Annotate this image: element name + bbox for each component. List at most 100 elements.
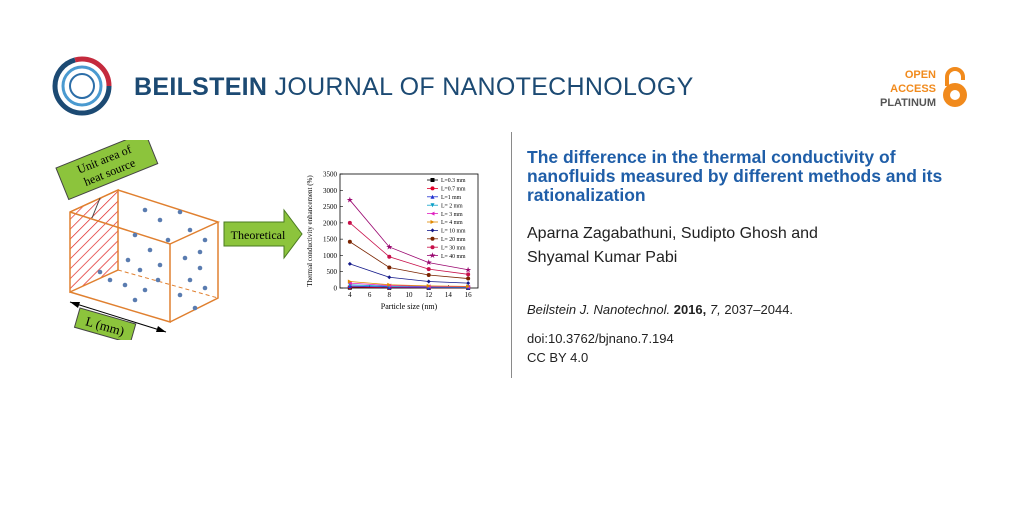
y-tick-label: 3000 — [323, 187, 338, 195]
length-arrowhead — [156, 326, 166, 332]
nanoparticle-dots — [97, 207, 208, 311]
legend-label: L=0.7 mm — [441, 187, 466, 193]
data-point — [426, 272, 431, 277]
data-point: ★ — [465, 265, 472, 274]
data-point — [466, 284, 471, 289]
y-tick-label: 1500 — [323, 236, 338, 244]
journal-name[interactable]: BEILSTEIN JOURNAL OF NANOTECHNOLOGY — [134, 73, 694, 102]
data-point — [430, 236, 435, 241]
data-point: ★ — [346, 196, 353, 205]
data-point — [430, 178, 435, 182]
data-point — [387, 275, 392, 280]
y-tick-label: 2500 — [323, 203, 338, 211]
legend-label: L= 40 mm — [441, 254, 466, 260]
legend-label: L= 2 mm — [441, 203, 463, 209]
series-line — [349, 284, 469, 288]
open-access-line-3: PLATINUM — [879, 97, 936, 109]
journal-name-rest: JOURNAL OF NANOTECHNOLOGY — [267, 73, 694, 101]
series-line — [349, 241, 469, 279]
data-point — [387, 265, 392, 270]
journal-name-bold: BEILSTEIN — [134, 73, 268, 101]
article-title[interactable]: The difference in the thermal conductivi… — [527, 147, 943, 205]
series-line — [349, 282, 469, 288]
data-point — [430, 203, 435, 208]
plot-frame — [339, 173, 479, 289]
data-point: ★ — [429, 251, 436, 260]
citation-pages: 2037–2044. — [724, 302, 794, 317]
box-right-edges — [169, 222, 219, 323]
data-point — [426, 279, 431, 284]
legend-label: L= 30 mm — [441, 245, 466, 251]
legend-label: L= 20 mm — [441, 237, 466, 243]
legend-label: L= 3 mm — [441, 212, 463, 218]
citation-volume: 7, — [709, 302, 721, 317]
data-point — [347, 220, 352, 225]
data-point — [387, 282, 392, 287]
x-axis-label: Particle size (nm) — [381, 302, 438, 311]
heat-source-face — [69, 188, 119, 294]
data-point — [430, 186, 435, 191]
article-citation: Beilstein J. Nanotechnol. 2016, 7, 2037–… — [527, 302, 793, 317]
y-axis-label: Thermal conductivity enhancement (%) — [306, 175, 314, 287]
citation-year: 2016, — [673, 302, 707, 317]
article-authors: Aparna Zagabathuni, Sudipto Ghosh and Sh… — [527, 225, 818, 266]
x-tick-label: 6 — [368, 291, 372, 299]
graphical-abstract: Unit area of heat source L (mm) Theoreti… — [55, 140, 479, 340]
journal-logo-icon — [52, 56, 112, 116]
data-point — [466, 281, 471, 286]
y-tick-label: 1000 — [323, 252, 338, 260]
series-line — [349, 263, 469, 284]
data-point — [347, 239, 352, 244]
thermal-conductivity-chart: Particle size (nm) Thermal conductivity … — [306, 171, 479, 311]
series-line — [349, 281, 469, 287]
vertical-divider — [511, 132, 512, 378]
theoretical-arrow: Theoretical — [223, 208, 303, 260]
data-point — [347, 281, 352, 286]
unit-area-tag: Unit area of heat source — [55, 140, 159, 201]
legend-label: L=0.3 mm — [441, 178, 466, 184]
open-access-badge: OPEN ACCESS PLATINUM — [842, 68, 936, 110]
data-point — [347, 261, 352, 266]
series-line — [349, 199, 469, 271]
data-point: ★ — [425, 258, 432, 267]
legend-label: L=1 mm — [441, 195, 462, 201]
x-tick-label: 10 — [406, 291, 414, 299]
length-arrow — [69, 301, 167, 333]
y-tick-label: 3500 — [323, 171, 338, 179]
unit-area-pointer — [91, 197, 101, 219]
open-access-line-1: OPEN — [904, 69, 936, 81]
series-line — [349, 222, 469, 275]
y-tick-label: 0 — [334, 285, 338, 293]
data-point — [430, 220, 435, 224]
data-point — [387, 254, 392, 259]
legend-label: L= 4 mm — [441, 220, 463, 226]
article-license[interactable]: CC BY 4.0 — [527, 350, 589, 365]
citation-journal: Beilstein J. Nanotechnol. — [527, 302, 671, 317]
open-access-lock-icon — [943, 67, 967, 107]
data-point — [426, 267, 431, 272]
data-point — [430, 211, 435, 216]
open-access-line-2: ACCESS — [890, 83, 936, 95]
x-tick-label: 16 — [465, 291, 473, 299]
data-point — [426, 283, 431, 288]
article-doi[interactable]: doi:10.3762/bjnano.7.194 — [527, 331, 674, 346]
data-point — [466, 276, 471, 281]
data-point — [430, 245, 435, 250]
x-tick-label: 14 — [445, 291, 453, 299]
x-tick-label: 8 — [388, 291, 392, 299]
y-tick-label: 500 — [327, 268, 338, 276]
x-tick-label: 12 — [425, 291, 433, 299]
legend-label: L= 10 mm — [441, 229, 466, 235]
box-diagram — [69, 188, 221, 333]
data-point — [466, 272, 471, 277]
series-line — [349, 285, 469, 288]
theoretical-label: Theoretical — [231, 228, 286, 242]
data-point — [347, 279, 352, 284]
data-point: ★ — [386, 242, 393, 251]
y-tick-label: 2000 — [323, 219, 338, 227]
length-arrowhead-start — [70, 302, 80, 308]
data-point — [430, 228, 435, 233]
data-point — [430, 194, 435, 199]
x-tick-label: 4 — [348, 291, 352, 299]
box-hidden-edges — [117, 269, 219, 299]
